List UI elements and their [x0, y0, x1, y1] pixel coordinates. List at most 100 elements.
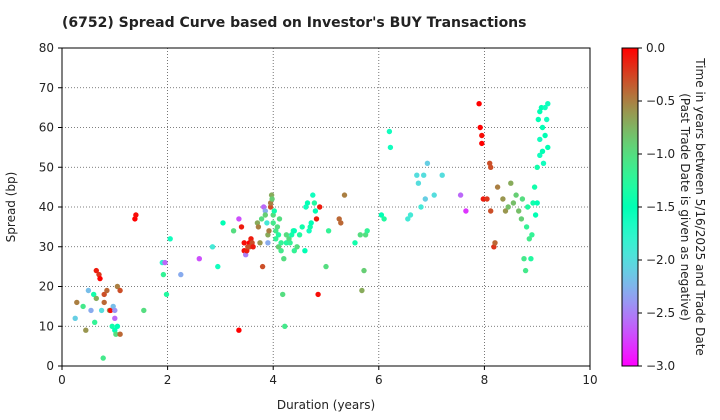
data-point	[359, 287, 365, 294]
data-point	[281, 256, 287, 262]
x-tick-label: 8	[481, 373, 489, 387]
data-point	[101, 291, 107, 298]
y-tick-label: 70	[39, 81, 54, 95]
data-point	[531, 184, 538, 190]
data-point	[529, 232, 535, 238]
data-point	[545, 101, 551, 107]
data-point	[525, 204, 531, 210]
data-point	[283, 240, 290, 246]
data-point	[255, 224, 262, 230]
data-point	[236, 327, 242, 333]
data-point	[405, 216, 411, 222]
colorbar-tick-label: −2.5	[646, 306, 675, 320]
y-tick-label: 40	[39, 200, 54, 214]
data-point	[510, 200, 517, 206]
data-point	[540, 160, 547, 166]
data-point	[302, 248, 308, 254]
data-point	[522, 267, 529, 274]
x-axis-label: Duration (years)	[277, 398, 375, 412]
data-point	[480, 196, 486, 202]
colorbar-tick-label: −2.0	[646, 253, 675, 267]
data-point	[418, 204, 424, 210]
data-point	[262, 208, 268, 214]
data-point	[92, 319, 98, 325]
data-point	[361, 267, 367, 274]
colorbar-tick-label: 0.0	[646, 41, 665, 55]
y-tick-label: 0	[46, 359, 54, 373]
data-point	[364, 228, 370, 234]
data-point	[72, 315, 78, 321]
data-point	[83, 327, 89, 333]
data-point	[500, 196, 506, 202]
data-point	[523, 224, 530, 230]
data-point	[98, 307, 105, 314]
data-point	[537, 152, 543, 158]
data-point	[534, 200, 540, 206]
data-point	[275, 232, 282, 238]
data-point	[357, 232, 363, 238]
data-point	[236, 216, 242, 222]
data-point	[163, 291, 170, 298]
data-point	[275, 244, 282, 250]
data-point	[280, 291, 286, 298]
data-point	[114, 283, 121, 290]
y-tick-label: 30	[39, 240, 54, 254]
data-point	[114, 323, 121, 329]
data-point	[537, 136, 543, 143]
data-point	[439, 172, 445, 178]
data-point	[424, 160, 431, 166]
data-point	[492, 240, 498, 246]
data-point	[508, 180, 514, 186]
data-point	[304, 200, 311, 206]
data-point	[518, 216, 525, 222]
data-point	[528, 256, 534, 262]
y-axis-label: Spread (bp)	[4, 172, 18, 243]
colorbar-label-line1: Time in years between 5/16/2025 and Trad…	[693, 57, 707, 356]
data-point	[484, 196, 490, 202]
data-point	[274, 224, 281, 230]
data-point	[341, 192, 348, 198]
data-point	[387, 144, 394, 151]
data-point	[230, 228, 237, 234]
data-point	[250, 244, 256, 250]
data-point	[113, 331, 119, 337]
data-point	[282, 323, 288, 329]
data-point	[317, 204, 323, 210]
data-point	[278, 248, 284, 254]
data-point	[308, 220, 314, 226]
data-point	[278, 240, 284, 246]
data-point	[117, 331, 123, 337]
data-point	[267, 204, 274, 210]
data-point	[325, 228, 332, 234]
colorbar-tick-label: −1.0	[646, 147, 675, 161]
data-point	[246, 244, 253, 250]
data-point	[112, 307, 118, 314]
data-point	[479, 140, 485, 147]
data-point	[477, 124, 483, 131]
data-point	[516, 208, 522, 214]
data-point	[238, 224, 245, 230]
data-point	[422, 196, 428, 202]
data-point	[476, 101, 482, 107]
data-point	[534, 164, 540, 170]
data-point	[266, 228, 272, 234]
data-point	[513, 192, 519, 198]
data-point	[310, 192, 316, 198]
data-point	[257, 240, 263, 246]
data-point	[178, 271, 184, 278]
data-point	[93, 267, 100, 274]
data-point	[431, 192, 437, 198]
data-point	[91, 291, 97, 298]
data-point	[457, 192, 464, 198]
data-point	[141, 307, 147, 314]
data-point	[269, 196, 275, 202]
data-point	[262, 212, 268, 218]
colorbar-label-line2: (Past Trade Date is given as negative)	[678, 93, 692, 321]
data-point	[241, 240, 247, 246]
data-point	[532, 212, 539, 218]
data-point	[519, 196, 526, 202]
data-point	[258, 216, 265, 222]
x-tick-label: 6	[375, 373, 383, 387]
data-point	[312, 208, 319, 214]
